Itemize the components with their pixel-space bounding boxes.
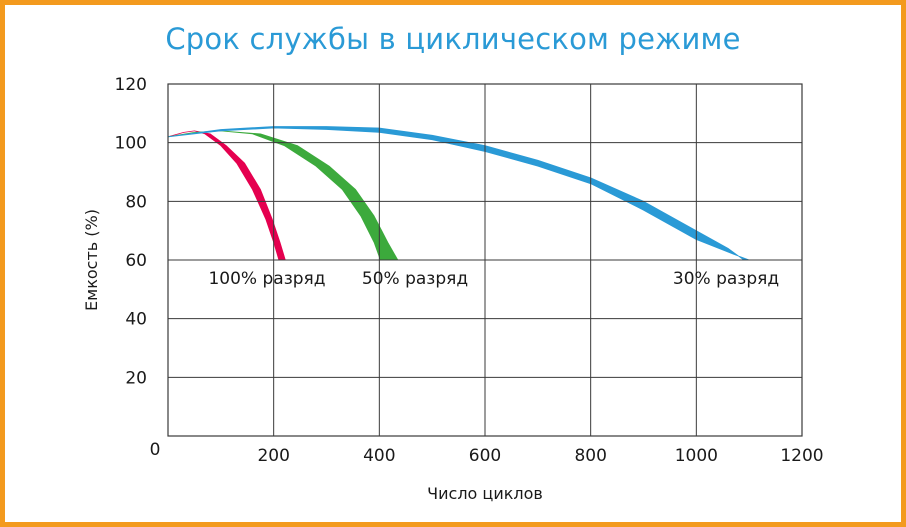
series-band-1 xyxy=(167,130,399,261)
y-tick-label: 120 xyxy=(115,75,147,95)
y-tick-label: 60 xyxy=(125,251,147,271)
x-tick-label: 200 xyxy=(257,446,289,466)
y-tick-label: 40 xyxy=(125,310,147,330)
x-axis-label: Число циклов xyxy=(427,484,543,503)
chart-title: Срок службы в циклическом режиме xyxy=(165,22,741,56)
y-tick-label: 20 xyxy=(125,368,147,388)
origin-tick-label: 0 xyxy=(150,440,161,460)
x-tick-label: 1200 xyxy=(780,446,823,466)
y-tick-label: 80 xyxy=(125,192,147,212)
y-tick-label: 100 xyxy=(115,134,147,154)
series-label-1: 50% разряд xyxy=(362,269,468,289)
x-tick-label: 800 xyxy=(574,446,606,466)
series-label-0: 100% разряд xyxy=(208,269,325,289)
series-label-2: 30% разряд xyxy=(673,269,779,289)
plot-border xyxy=(167,83,803,437)
x-tick-label: 1000 xyxy=(675,446,718,466)
x-tick-label: 600 xyxy=(469,446,501,466)
y-axis-label: Емкость (%) xyxy=(82,209,101,311)
series-band-0 xyxy=(167,130,286,261)
x-tick-label: 400 xyxy=(363,446,395,466)
